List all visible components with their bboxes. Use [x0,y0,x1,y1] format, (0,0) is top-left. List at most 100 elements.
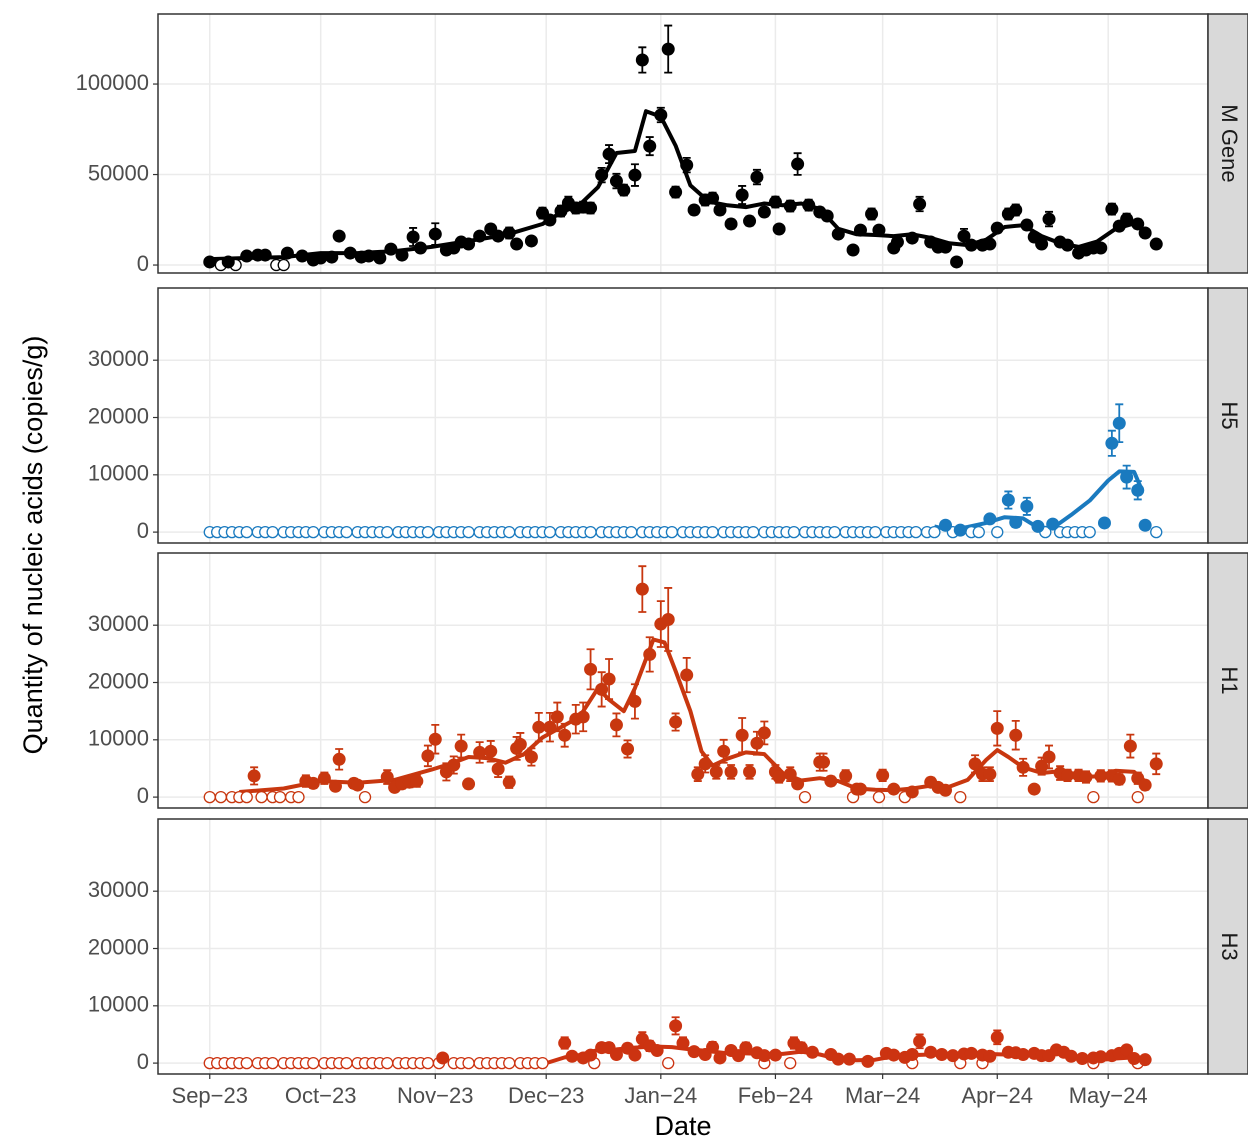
data-point [1001,493,1015,507]
nondetect-point [543,525,557,539]
data-point [861,1054,875,1068]
nondetect-point [503,1056,516,1070]
y-tick-label: 10000 [88,726,149,751]
nondetect-point [240,1056,253,1070]
data-point [939,240,952,254]
x-tick-label: Dec−23 [508,1083,584,1108]
data-point [1016,1048,1030,1062]
nondetect-point [277,258,290,272]
data-point [1035,237,1049,251]
data-point [750,736,764,750]
data-point [1120,1043,1134,1057]
data-point [1061,238,1075,252]
data-point [1079,770,1093,784]
data-point [240,249,254,263]
data-point [706,191,720,205]
nondetect-point [872,790,886,804]
data-point [1094,1050,1108,1064]
data-point [1097,516,1111,530]
data-point [831,1052,845,1066]
data-point [1094,241,1108,255]
x-axis-title: Date [654,1111,711,1141]
data-point [768,1048,782,1062]
x-tick-label: Nov−23 [397,1083,473,1108]
data-point [887,782,901,796]
nondetect-point [255,790,268,804]
data-point [905,785,919,799]
data-point [846,243,860,257]
data-point [946,1049,960,1063]
data-point [635,582,649,596]
data-point [661,42,675,56]
data-point [510,237,524,251]
data-point [890,235,904,249]
data-point [576,710,590,724]
data-point [717,744,731,758]
data-point [1042,212,1056,226]
x-tick-label: Mar−24 [845,1083,920,1108]
data-point [872,223,886,237]
nondetect-point [625,525,638,539]
data-point [865,207,879,221]
nondetect-point [928,525,941,539]
y-tick-label: 20000 [88,403,149,428]
nondetect-point [706,525,719,539]
data-point [950,255,964,269]
data-point [473,229,487,243]
data-point [543,720,557,734]
data-point [1075,1052,1089,1066]
data-point [687,203,701,217]
strip [1207,818,1248,1075]
data-point [532,720,546,734]
data-point [1020,218,1034,232]
nondetect-point [214,790,228,804]
trend-line [239,637,1151,794]
data-point [1138,226,1152,240]
strip [1207,13,1248,274]
data-point [524,750,538,764]
data-point [454,739,468,753]
data-point [887,1048,901,1062]
nondetect-point [662,1056,675,1070]
data-point [724,765,738,779]
data-point [491,229,505,243]
y-tick-label: 10000 [88,461,149,486]
data-point [706,1040,720,1054]
data-point [410,774,424,788]
strip-label: H3 [1217,932,1242,960]
x-tick-label: Oct−23 [285,1083,357,1108]
data-point [628,1048,642,1062]
data-point [1120,470,1134,484]
data-point [924,1045,938,1059]
data-point [643,647,657,661]
data-point [543,213,557,227]
data-point [1061,768,1075,782]
nondetect-point [266,1056,279,1070]
nondetect-point [1083,525,1096,539]
data-point [805,1045,819,1059]
data-point [1031,519,1045,533]
data-point [1020,499,1034,513]
data-point [1042,750,1056,764]
data-point [295,249,309,263]
data-point [983,237,997,251]
data-point [698,757,712,771]
data-point [384,242,398,256]
data-point [306,776,320,790]
nondetect-point [954,790,967,804]
data-point [750,170,764,184]
strip-label: M Gene [1217,104,1242,182]
nondetect-point [1087,790,1100,804]
data-point [676,1036,690,1050]
nondetect-point [787,525,801,539]
data-point [314,251,328,265]
data-point [687,1045,701,1059]
data-point [617,183,631,197]
data-point [853,782,867,796]
data-point [1105,202,1119,216]
data-point [669,185,683,199]
y-tick-label: 0 [137,251,149,276]
data-point [953,523,967,537]
y-tick-label: 100000 [76,70,149,95]
data-point [247,769,261,783]
